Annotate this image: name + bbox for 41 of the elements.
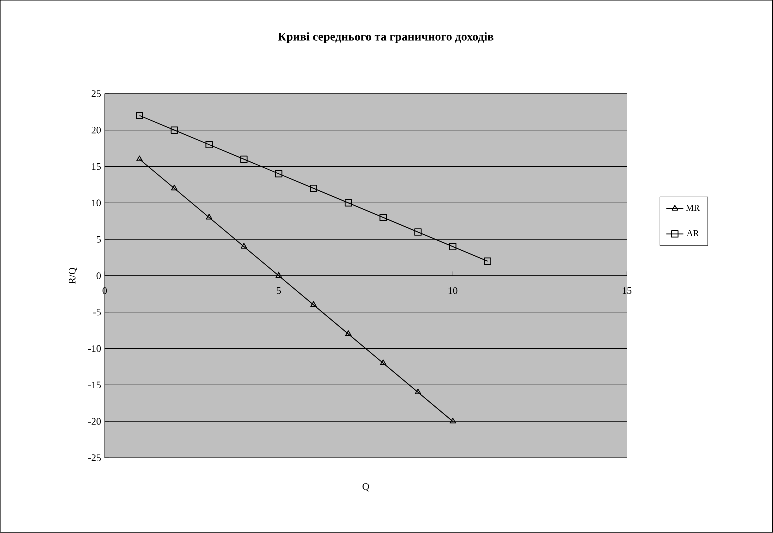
x-axis-title: Q: [362, 483, 370, 492]
point: [380, 214, 388, 222]
point: [310, 301, 317, 308]
point: [450, 418, 456, 424]
y-tick-label: 20: [92, 127, 102, 134]
y-tick-label: 25: [92, 90, 102, 98]
chart-title: Криві середнього та граничного доходів: [278, 32, 494, 44]
point: [414, 228, 422, 236]
y-tick-label: 15: [92, 163, 102, 170]
y-tick-label: -15: [88, 382, 102, 389]
y-tick-label: 0: [96, 272, 102, 280]
point: [276, 272, 282, 278]
point: [415, 388, 422, 395]
point: [310, 184, 318, 192]
point: [136, 112, 144, 120]
point: [449, 243, 457, 251]
x-tick-label: 5: [277, 288, 282, 294]
point: [206, 141, 213, 149]
point: [206, 214, 213, 220]
y-tick-label: 5: [97, 236, 102, 243]
y-tick-label: -25: [88, 454, 102, 462]
point: [136, 156, 143, 162]
point: [345, 330, 352, 336]
y-tick-label: 10: [92, 200, 102, 207]
y-axis-title: R/Q: [69, 268, 78, 284]
legend-label: MR: [686, 205, 700, 212]
point: [170, 126, 178, 134]
point: [240, 243, 248, 249]
y-tick-label: -10: [88, 345, 102, 352]
y-tick-label: -5: [93, 309, 102, 316]
y-tick-label: -20: [88, 418, 102, 425]
legend-label: AR: [686, 230, 700, 236]
x-tick-label: 0: [102, 288, 108, 294]
point: [240, 156, 248, 164]
point: [484, 258, 492, 266]
point: [171, 184, 178, 191]
point: [380, 360, 387, 366]
x-tick-label: 10: [448, 288, 458, 294]
point: [275, 170, 283, 178]
point: [344, 200, 352, 207]
x-tick-label: 15: [622, 288, 632, 294]
